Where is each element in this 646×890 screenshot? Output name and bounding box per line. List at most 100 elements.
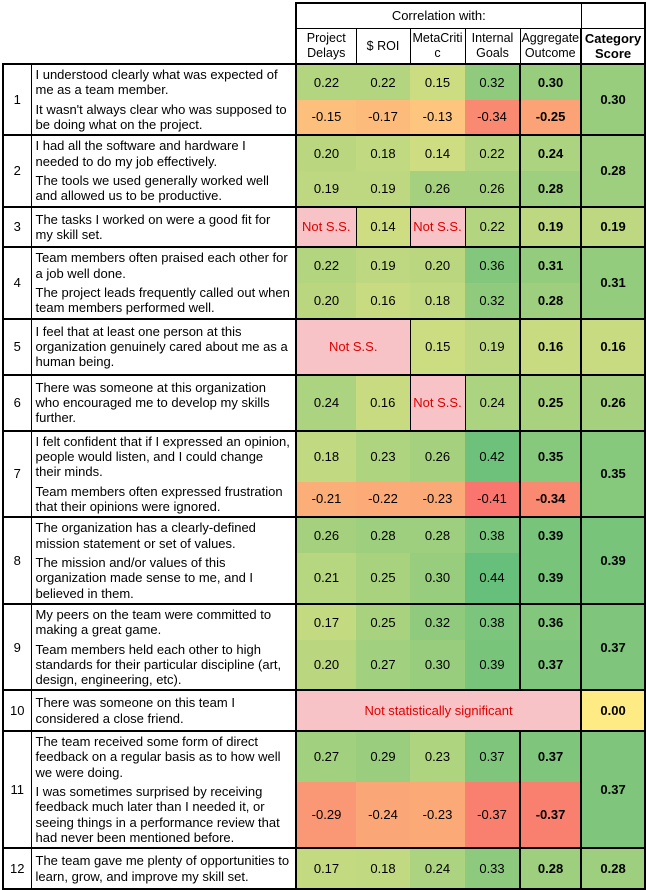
correlation-cell: 0.24	[465, 373, 520, 431]
question-text: Team members often expressed frustration…	[31, 481, 297, 518]
correlation-cell: 0.20	[296, 134, 356, 171]
correlation-cell: 0.39	[518, 552, 582, 604]
correlation-cell: -0.25	[518, 99, 582, 136]
category-score-cell: 0.28	[580, 134, 646, 207]
correlation-cell: 0.42	[465, 429, 520, 482]
question-text: There was someone at this organization w…	[31, 373, 297, 431]
column-header-internal-goals: Internal Goals	[464, 28, 521, 65]
correlation-cell: 0.27	[356, 639, 410, 691]
category-score-cell: 0.26	[580, 373, 646, 431]
correlation-cell: 0.17	[296, 847, 356, 890]
correlation-cell: 0.23	[356, 429, 410, 482]
correlation-cell: 0.20	[410, 246, 465, 283]
question-text: The mission and/or values of this organi…	[31, 552, 297, 604]
correlation-cell: 0.25	[356, 552, 410, 604]
category-row-8: 8 The organization has a clearly-defined …	[2, 516, 646, 604]
correlation-cell: -0.17	[356, 99, 410, 136]
correlation-cell: 0.18	[296, 429, 356, 482]
category-number: 2	[2, 134, 32, 207]
column-header-project-delays: Project Delays	[295, 28, 357, 65]
category-number: 8	[2, 516, 32, 604]
category-number: 3	[2, 205, 32, 248]
correlation-cell: 0.27	[296, 730, 356, 783]
correlation-cell: 0.44	[465, 552, 520, 604]
question-text: I feel that at least one person at this …	[31, 317, 297, 375]
not-significant-cell: Not statistically significant	[295, 689, 582, 732]
correlation-cell: -0.23	[410, 782, 465, 849]
correlation-cell: 0.26	[410, 429, 465, 482]
category-score-cell: 0.37	[580, 730, 646, 849]
correlation-cell: 0.16	[356, 373, 410, 431]
category-row-9: Team members held each other to high sta…	[3, 639, 645, 691]
correlation-cell: 0.18	[356, 134, 410, 171]
correlation-cell: 0.28	[518, 170, 582, 207]
column-header-roi: $ ROI	[355, 28, 411, 65]
correlation-cell: 0.30	[518, 63, 582, 100]
category-score-cell: 0.28	[580, 847, 646, 890]
correlation-cell: 0.25	[518, 373, 582, 431]
category-number: 6	[2, 373, 32, 431]
category-row-1: It wasn't always clear who was supposed …	[3, 99, 645, 136]
category-score-cell: 0.39	[580, 516, 646, 604]
correlation-cell: -0.37	[465, 782, 520, 849]
question-text: I understood clearly what was expected o…	[31, 63, 297, 100]
correlation-cell: 0.15	[410, 317, 465, 375]
correlation-cell: 0.24	[410, 847, 465, 890]
header-row: Project Delays $ ROI MetaCritic Internal…	[3, 28, 646, 65]
question-text: The organization has a clearly-defined m…	[31, 516, 297, 553]
correlation-cell: 0.20	[296, 282, 356, 319]
correlation-cell: 0.19	[356, 170, 410, 207]
correlation-cell: 0.23	[410, 730, 465, 783]
correlation-cell: 0.24	[518, 134, 582, 171]
correlation-cell: 0.37	[518, 639, 582, 691]
correlation-cell: 0.32	[465, 63, 520, 100]
correlation-cell: 0.21	[296, 552, 356, 604]
correlation-cell: -0.21	[296, 481, 356, 518]
question-text: Team members held each other to high sta…	[31, 639, 297, 691]
category-score-cell: 0.31	[580, 246, 646, 319]
correlation-with-header: Correlation with:	[294, 2, 582, 29]
header-spacer	[3, 3, 296, 29]
correlation-cell: 0.25	[356, 602, 410, 640]
category-number: 10	[2, 689, 32, 732]
correlation-cell: 0.30	[410, 552, 465, 604]
correlation-cell: 0.32	[410, 602, 465, 640]
question-text: My peers on the team were committed to m…	[31, 602, 297, 640]
correlation-cell: 0.19	[518, 205, 582, 248]
correlation-cell: 0.39	[518, 516, 582, 553]
header-group-row: Correlation with:	[3, 2, 646, 29]
correlation-cell: 0.33	[465, 847, 520, 890]
correlation-cell: 0.16	[356, 282, 410, 319]
question-text: Team members often praised each other fo…	[31, 246, 297, 283]
column-header-aggregate-outcome: Aggregate Outcome	[519, 28, 582, 65]
category-number: 1	[2, 62, 32, 136]
question-text: The team gave me plenty of opportunities…	[31, 847, 297, 890]
correlation-cell: 0.19	[296, 170, 356, 207]
correlation-cell: 0.29	[356, 730, 410, 783]
correlation-cell: 0.28	[518, 847, 582, 890]
category-number: 12	[2, 847, 32, 890]
correlation-cell: 0.31	[518, 246, 582, 283]
correlation-cell: 0.39	[465, 639, 520, 691]
not-significant-cell: Not S.S.	[409, 373, 466, 432]
correlation-cell: -0.24	[356, 782, 410, 849]
header-spacer	[3, 28, 296, 64]
correlation-cell: 0.22	[356, 63, 410, 100]
correlation-cell: 0.22	[296, 246, 356, 283]
correlation-cell: 0.36	[465, 246, 520, 283]
category-score-cell: 0.30	[580, 62, 646, 136]
question-text: It wasn't always clear who was supposed …	[31, 99, 297, 136]
question-text: There was someone on this team I conside…	[31, 689, 297, 732]
correlation-cell: -0.34	[465, 99, 520, 136]
question-text: I felt confident that if I expressed an …	[31, 429, 297, 482]
correlation-cell: 0.28	[518, 282, 582, 319]
category-score-cell: 0.35	[580, 429, 646, 518]
correlation-cell: 0.19	[356, 246, 410, 283]
correlation-cell: -0.34	[518, 481, 582, 518]
correlation-cell: 0.20	[296, 639, 356, 691]
correlation-cell: 0.35	[518, 429, 582, 482]
question-text: The tools we used generally worked well …	[31, 170, 297, 207]
